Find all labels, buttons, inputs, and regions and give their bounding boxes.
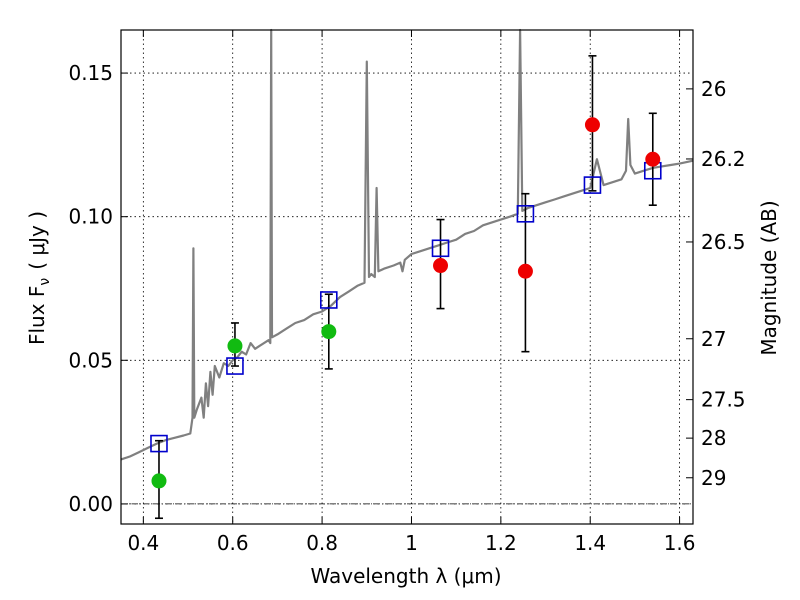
y-tick-label: 0.05 [68,348,113,372]
x-tick-label: 0.4 [127,531,159,555]
y-axis-label-main: Flux F [25,286,49,345]
right-tick-label: 26.2 [701,147,746,171]
x-tick-label: 0.8 [306,531,338,555]
model-photometry-square [150,434,168,453]
right-tick-label: 29 [701,466,726,490]
model-photometry-layer [150,161,662,453]
y-tick-label: 0.00 [68,492,113,516]
observed-point [151,473,167,489]
x-tick-label: 1.6 [664,531,696,555]
x-axis: 0.4 0.6 0.8 1 1.2 1.4 1.6 [127,30,696,555]
right-tick-label: 26.5 [701,230,746,254]
y-axis-label-unit: ( μJy ) [25,211,49,270]
spectrum-line [120,28,694,461]
y-tick-label: 0.10 [68,205,113,229]
observed-point [645,151,661,167]
x-tick-label: 1 [405,531,418,555]
model-photometry-square [319,291,338,309]
errorbar-layer [154,55,657,520]
observed-point [433,258,449,274]
observed-point [227,338,243,354]
y-axis-label-subscript: ν [37,278,53,286]
model-photometry-square [516,205,535,223]
right-tick-label: 27 [701,327,726,351]
x-axis-label: Wavelength λ (μm) [310,564,501,588]
y-tick-label: 0.15 [68,61,113,85]
observed-point [517,263,533,279]
y-axis-right: 26 26.2 26.5 27 27.5 28 29 [686,77,746,490]
right-tick-label: 26 [701,77,726,101]
x-tick-label: 1.2 [485,531,517,555]
right-axis-label: Magnitude (AB) [757,200,781,355]
model-photometry-square [226,357,244,375]
x-tick-label: 0.6 [217,531,249,555]
right-tick-label: 27.5 [701,388,746,412]
spectrum-layer [120,28,694,461]
observed-point [321,324,337,340]
model-photometry-square [583,176,602,194]
plot-frame [120,29,694,525]
grid [121,30,693,524]
right-tick-label: 28 [701,426,726,450]
observed-point [584,117,600,133]
model-photometry-square [431,239,450,258]
y-axis-left: 0.00 0.05 0.10 0.15 [68,61,128,516]
y-axis-label: Flux Fν ( μJy ) [25,211,53,345]
observed-points-layer [151,117,661,489]
x-tick-label: 1.4 [574,531,606,555]
